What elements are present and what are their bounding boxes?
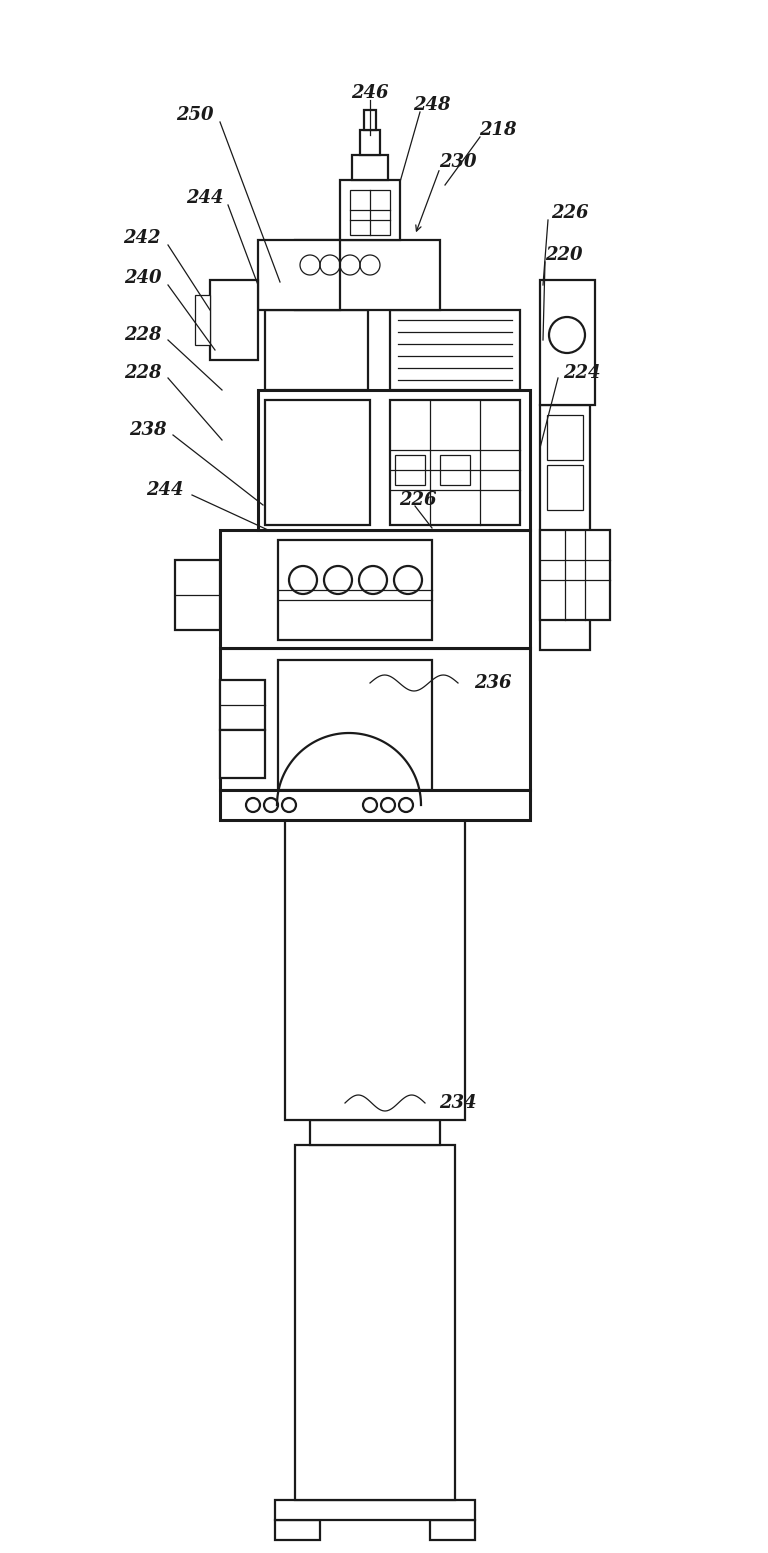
Bar — [285, 800, 465, 1120]
Bar — [390, 401, 520, 525]
Bar — [440, 455, 470, 485]
Bar — [210, 280, 258, 360]
Bar — [352, 155, 388, 180]
Bar — [340, 180, 400, 241]
Text: 234: 234 — [439, 1093, 477, 1112]
Bar — [175, 561, 220, 631]
Text: 224: 224 — [563, 363, 601, 382]
Bar — [540, 530, 610, 620]
Bar — [258, 390, 530, 530]
Text: 218: 218 — [479, 121, 517, 140]
Bar — [195, 295, 210, 345]
Text: 228: 228 — [124, 363, 162, 382]
Bar — [275, 1520, 320, 1541]
Text: 220: 220 — [545, 245, 583, 264]
Bar — [364, 110, 376, 130]
Bar — [547, 464, 583, 509]
Text: 246: 246 — [351, 84, 389, 102]
Text: 238: 238 — [129, 421, 167, 439]
Bar — [540, 405, 590, 651]
Text: 248: 248 — [413, 96, 451, 113]
Text: 230: 230 — [439, 154, 477, 171]
Bar — [540, 280, 595, 405]
Text: 244: 244 — [146, 481, 184, 499]
Bar — [265, 401, 370, 525]
Bar — [547, 415, 583, 460]
Text: 250: 250 — [176, 106, 214, 124]
Bar — [360, 130, 380, 155]
Text: 226: 226 — [551, 203, 589, 222]
Bar — [310, 1120, 440, 1145]
Bar — [275, 1500, 475, 1520]
Text: 244: 244 — [187, 189, 223, 207]
Bar — [278, 540, 432, 640]
Text: 242: 242 — [123, 228, 161, 247]
Bar — [295, 1145, 455, 1500]
Bar — [295, 241, 440, 311]
Bar — [220, 730, 265, 778]
Bar — [278, 660, 432, 790]
Bar — [265, 311, 368, 390]
Bar — [350, 189, 390, 235]
Bar — [258, 241, 340, 311]
Bar — [395, 455, 425, 485]
Bar — [305, 784, 445, 800]
Bar — [220, 790, 530, 820]
Text: 226: 226 — [399, 491, 437, 509]
Bar — [220, 530, 530, 648]
Bar — [390, 311, 520, 390]
Bar — [220, 680, 265, 730]
Text: 240: 240 — [124, 269, 162, 287]
Text: 228: 228 — [124, 326, 162, 345]
Bar — [430, 1520, 475, 1541]
Text: 236: 236 — [475, 674, 511, 693]
Bar — [220, 648, 530, 790]
